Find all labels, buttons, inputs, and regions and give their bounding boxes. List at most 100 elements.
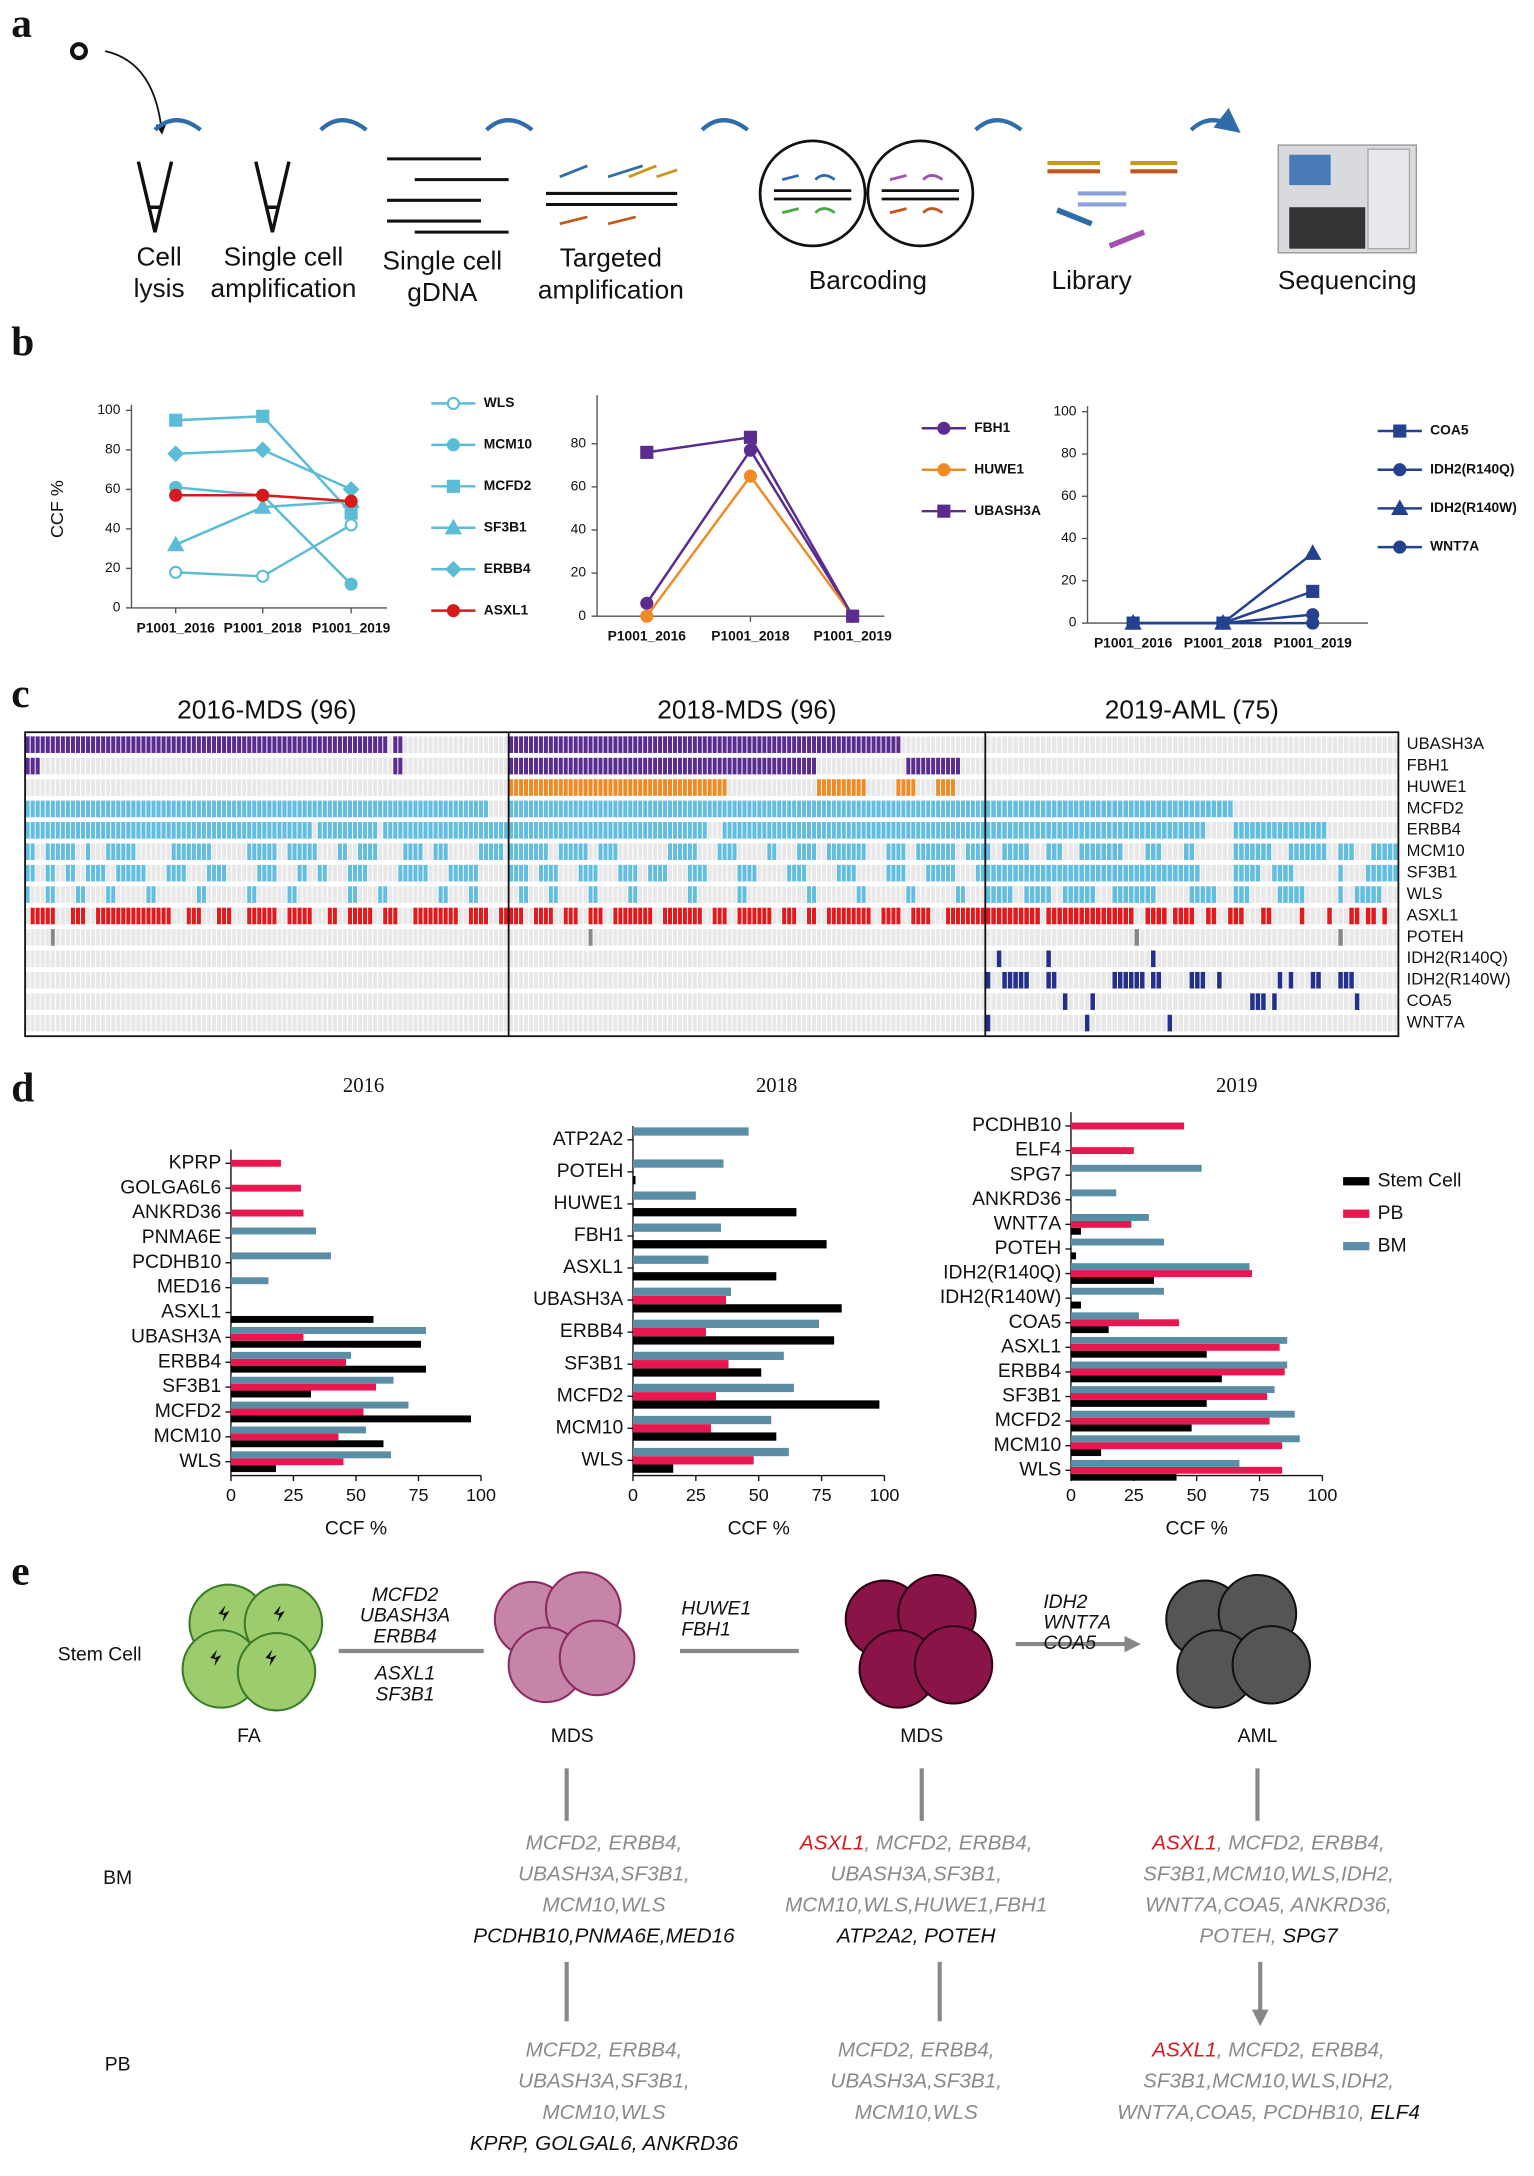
bar	[632, 1360, 729, 1369]
mutation-run	[1337, 886, 1344, 903]
y-tick-label: ANKRD36	[132, 1201, 221, 1223]
mutation-run	[50, 929, 56, 946]
legend-label: BM	[1378, 1234, 1407, 1256]
mutation-run	[985, 843, 991, 861]
bar	[1070, 1189, 1117, 1197]
y-tick-label: WLS	[581, 1448, 623, 1470]
row-label: SF3B1	[1407, 863, 1458, 882]
gene-list-line: SF3B1,MCM10,WLS,IDH2,	[1143, 1863, 1394, 1886]
gene-list-segment: UBASH3A,SF3B1,	[830, 1863, 1002, 1886]
legend-swatch	[1343, 1177, 1370, 1186]
mutation-run	[1189, 886, 1217, 903]
point	[167, 535, 185, 552]
mutation-run	[1271, 993, 1278, 1010]
gene-list-segment: MCM10,WLS	[855, 2101, 978, 2124]
legend-marker	[1393, 540, 1407, 554]
mutation-run	[588, 907, 603, 925]
mutation-run	[1299, 907, 1305, 925]
legend-label: ASXL1	[484, 601, 529, 617]
x-axis-label: CCF %	[325, 1518, 387, 1540]
y-tick-label: 80	[1061, 445, 1077, 461]
bar	[1070, 1466, 1283, 1474]
mutation-run	[985, 1014, 991, 1032]
bar	[632, 1208, 797, 1217]
gene-list-line: PCDHB10,PNMA6E,MED16	[473, 1925, 735, 1948]
mutation-run	[30, 907, 56, 925]
bar	[230, 1327, 426, 1334]
bar	[1070, 1164, 1202, 1172]
row-label: HUWE1	[1407, 777, 1467, 796]
bar	[230, 1351, 351, 1359]
gene-list-segment: ASXL1	[1150, 2039, 1217, 2062]
y-tick-label: WNT7A	[994, 1212, 1062, 1234]
legend-marker	[937, 463, 951, 477]
point	[344, 494, 358, 508]
x-tick-label: 100	[466, 1485, 496, 1505]
mutation-run	[347, 907, 373, 925]
chart-title: 2018	[756, 1075, 797, 1097]
mutation-run	[905, 757, 961, 775]
stage-label: MDS	[900, 1725, 943, 1747]
stage-label: MDS	[551, 1725, 594, 1747]
y-tick-label: FBH1	[574, 1224, 623, 1246]
panel-label: b	[11, 318, 34, 364]
y-tick-label: MCFD2	[557, 1384, 624, 1406]
mutation-run	[1354, 886, 1382, 903]
bar	[1070, 1410, 1295, 1418]
bar	[632, 1336, 835, 1345]
point	[344, 518, 358, 532]
bar	[632, 1456, 754, 1465]
x-tick-label: P1001_2019	[312, 619, 391, 635]
transition-gene: HUWE1	[681, 1598, 751, 1620]
gene-list-segment: PCDHB10,PNMA6E,MED16	[473, 1925, 735, 1948]
x-tick-label: 75	[409, 1485, 429, 1505]
y-tick-label: 40	[105, 520, 121, 536]
x-tick-label: 50	[346, 1485, 366, 1505]
bar	[632, 1159, 724, 1168]
x-tick-label: 75	[812, 1485, 832, 1505]
gene-list-segment: ASXL1	[1150, 1832, 1217, 1855]
bar	[1070, 1147, 1134, 1155]
row-background	[985, 757, 1399, 775]
mutation-run	[1189, 971, 1206, 989]
point	[743, 469, 757, 483]
mutation-run	[412, 907, 459, 925]
bar	[1070, 1301, 1082, 1309]
pipeline-art	[69, 42, 1237, 249]
bar	[1070, 1368, 1285, 1376]
mutation-run	[478, 843, 504, 861]
point	[254, 498, 272, 514]
gene-list-segment: SF3B1,MCM10,WLS,IDH2,	[1143, 2070, 1394, 2093]
mutation-run	[1288, 971, 1294, 989]
point	[342, 480, 360, 498]
row-label: FBH1	[1407, 755, 1449, 774]
bar	[230, 1376, 394, 1384]
legend-marker	[937, 504, 951, 518]
bar	[230, 1415, 472, 1423]
row-label: IDH2(R140W)	[1407, 970, 1511, 989]
transition-gene: FBH1	[681, 1618, 730, 1640]
row-label: MCFD2	[1407, 798, 1464, 817]
mutation-run	[1045, 843, 1063, 861]
bar	[632, 1191, 696, 1200]
point	[256, 488, 270, 502]
bar	[1070, 1350, 1207, 1358]
gene-list-segment: UBASH3A,SF3B1,	[518, 1863, 690, 1886]
mutation-run	[1001, 971, 1030, 989]
mutation-run	[25, 757, 41, 775]
y-tick-label: ASXL1	[563, 1256, 623, 1278]
x-tick-label: 0	[226, 1485, 236, 1505]
y-tick-label: 40	[571, 521, 587, 537]
mutation-run	[1145, 843, 1162, 861]
step-label: Library	[1052, 265, 1133, 295]
legend-swatch	[1343, 1242, 1370, 1251]
bar	[1070, 1459, 1240, 1467]
x-tick-label: 100	[1307, 1485, 1337, 1505]
legend-marker	[446, 438, 460, 452]
row-label: WNT7A	[1407, 1012, 1466, 1031]
point	[1216, 616, 1230, 630]
step-label: gDNA	[407, 277, 478, 307]
bar	[632, 1319, 820, 1328]
cell-separators	[513, 736, 981, 1037]
x-tick-label: P1001_2016	[608, 628, 687, 644]
